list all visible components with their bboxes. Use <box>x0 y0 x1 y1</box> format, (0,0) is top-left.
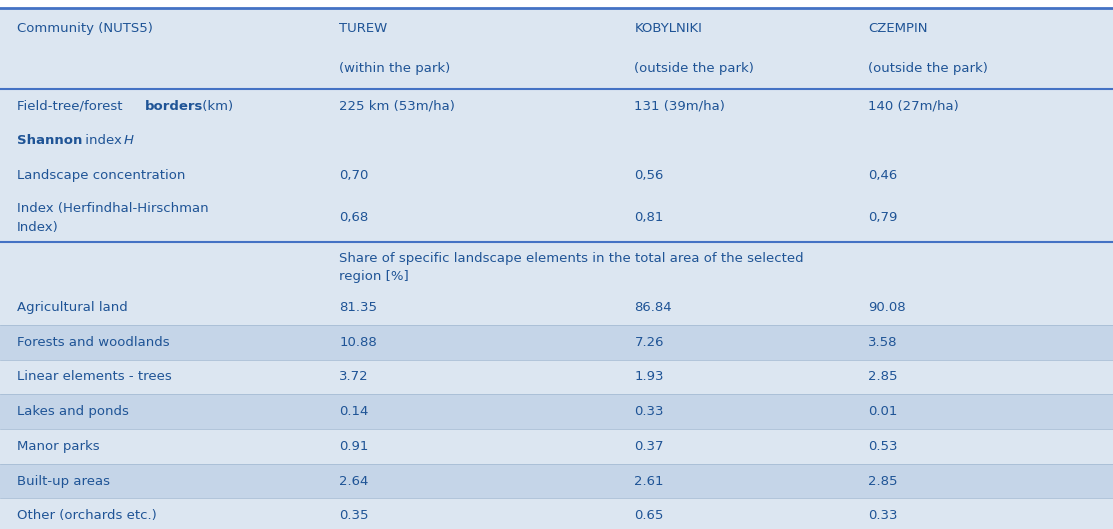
Text: 3.58: 3.58 <box>868 336 898 349</box>
Bar <box>0 158 1113 193</box>
Text: (outside the park): (outside the park) <box>634 62 755 75</box>
Text: (outside the park): (outside the park) <box>868 62 988 75</box>
Bar <box>0 429 1113 464</box>
Text: 0.53: 0.53 <box>868 440 898 453</box>
Text: 10.88: 10.88 <box>339 336 377 349</box>
Text: Manor parks: Manor parks <box>17 440 99 453</box>
Text: 131 (39m/ha): 131 (39m/ha) <box>634 99 726 113</box>
Text: borders: borders <box>145 99 203 113</box>
Text: Index): Index) <box>17 222 59 234</box>
Text: 2.61: 2.61 <box>634 475 664 488</box>
Text: 0,79: 0,79 <box>868 211 897 224</box>
Text: H: H <box>124 134 134 148</box>
Text: 140 (27m/ha): 140 (27m/ha) <box>868 99 959 113</box>
Text: 0.65: 0.65 <box>634 509 663 522</box>
Text: Forests and woodlands: Forests and woodlands <box>17 336 169 349</box>
Text: 0.37: 0.37 <box>634 440 664 453</box>
Text: 0.14: 0.14 <box>339 405 368 418</box>
Text: 86.84: 86.84 <box>634 301 672 314</box>
Text: 0,70: 0,70 <box>339 169 368 182</box>
Text: Field-tree/forest: Field-tree/forest <box>17 99 127 113</box>
Bar <box>0 498 1113 529</box>
Bar <box>0 124 1113 158</box>
Bar <box>0 193 1113 242</box>
Bar <box>0 394 1113 429</box>
Text: Landscape concentration: Landscape concentration <box>17 169 185 182</box>
Text: TUREW: TUREW <box>339 22 387 35</box>
Text: 81.35: 81.35 <box>339 301 377 314</box>
Text: region [%]: region [%] <box>339 270 410 283</box>
Text: Built-up areas: Built-up areas <box>17 475 110 488</box>
Text: 3.72: 3.72 <box>339 370 370 384</box>
Bar <box>0 360 1113 394</box>
Text: Other (orchards etc.): Other (orchards etc.) <box>17 509 157 522</box>
Text: 2.85: 2.85 <box>868 475 898 488</box>
Text: Linear elements - trees: Linear elements - trees <box>17 370 171 384</box>
Text: Shannon: Shannon <box>17 134 82 148</box>
Text: 0.33: 0.33 <box>868 509 898 522</box>
Text: 0.91: 0.91 <box>339 440 368 453</box>
Text: 0,56: 0,56 <box>634 169 663 182</box>
Bar <box>0 89 1113 124</box>
Text: 0.01: 0.01 <box>868 405 897 418</box>
Text: (within the park): (within the park) <box>339 62 451 75</box>
Text: 0,46: 0,46 <box>868 169 897 182</box>
Text: 0.35: 0.35 <box>339 509 370 522</box>
Bar <box>0 325 1113 360</box>
Text: 2.64: 2.64 <box>339 475 368 488</box>
Text: 2.85: 2.85 <box>868 370 898 384</box>
Text: Community (NUTS5): Community (NUTS5) <box>17 22 152 35</box>
Text: 0.33: 0.33 <box>634 405 664 418</box>
Bar <box>0 242 1113 290</box>
Text: KOBYLNIKI: KOBYLNIKI <box>634 22 702 35</box>
Text: Agricultural land: Agricultural land <box>17 301 128 314</box>
Text: 0,68: 0,68 <box>339 211 368 224</box>
Text: index: index <box>81 134 127 148</box>
Text: 1.93: 1.93 <box>634 370 664 384</box>
Text: 225 km (53m/ha): 225 km (53m/ha) <box>339 99 455 113</box>
Text: 7.26: 7.26 <box>634 336 664 349</box>
Text: 90.08: 90.08 <box>868 301 906 314</box>
Bar <box>0 290 1113 325</box>
Text: (km): (km) <box>198 99 234 113</box>
Bar <box>0 8 1113 89</box>
Bar <box>0 464 1113 498</box>
Text: Share of specific landscape elements in the total area of the selected: Share of specific landscape elements in … <box>339 252 804 265</box>
Text: CZEMPIN: CZEMPIN <box>868 22 927 35</box>
Text: 0,81: 0,81 <box>634 211 663 224</box>
Text: Lakes and ponds: Lakes and ponds <box>17 405 129 418</box>
Text: Index (Herfindhal-Hirschman: Index (Herfindhal-Hirschman <box>17 202 208 215</box>
